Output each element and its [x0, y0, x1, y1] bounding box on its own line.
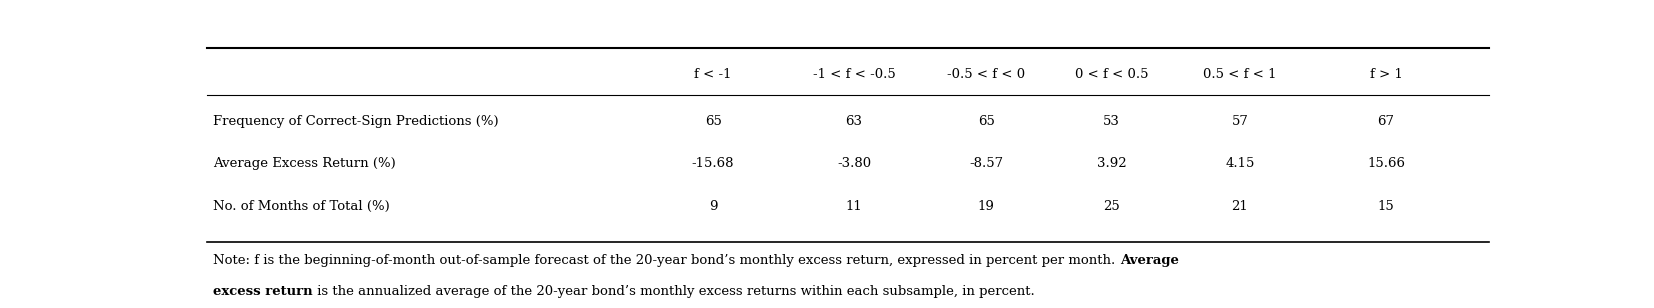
- Text: 9: 9: [710, 200, 718, 213]
- Text: 15.66: 15.66: [1368, 157, 1404, 170]
- Text: 25: 25: [1103, 200, 1120, 213]
- Text: f < -1: f < -1: [695, 68, 731, 81]
- Text: -3.80: -3.80: [837, 157, 872, 170]
- Text: Frequency of Correct-Sign Predictions (%): Frequency of Correct-Sign Predictions (%…: [213, 115, 500, 128]
- Text: -1 < f < -0.5: -1 < f < -0.5: [812, 68, 895, 81]
- Text: f > 1: f > 1: [1370, 68, 1403, 81]
- Text: 65: 65: [978, 115, 994, 128]
- Text: Average Excess Return (%): Average Excess Return (%): [213, 157, 395, 170]
- Text: 11: 11: [845, 200, 862, 213]
- Text: 57: 57: [1232, 115, 1249, 128]
- Text: -8.57: -8.57: [969, 157, 1004, 170]
- Text: 15: 15: [1378, 200, 1394, 213]
- Text: 53: 53: [1103, 115, 1120, 128]
- Text: is the annualized average of the 20-year bond’s monthly excess returns within ea: is the annualized average of the 20-year…: [313, 285, 1034, 298]
- Text: 3.92: 3.92: [1097, 157, 1126, 170]
- Text: 65: 65: [705, 115, 721, 128]
- Text: 0 < f < 0.5: 0 < f < 0.5: [1075, 68, 1148, 81]
- Text: 67: 67: [1378, 115, 1394, 128]
- Text: Note: f is the beginning-of-month out-of-sample forecast of the 20-year bond’s m: Note: f is the beginning-of-month out-of…: [213, 254, 1120, 267]
- Text: No. of Months of Total (%): No. of Months of Total (%): [213, 200, 390, 213]
- Text: -0.5 < f < 0: -0.5 < f < 0: [948, 68, 1025, 81]
- Text: excess return: excess return: [213, 285, 313, 298]
- Text: 4.15: 4.15: [1226, 157, 1255, 170]
- Text: 21: 21: [1232, 200, 1249, 213]
- Text: -15.68: -15.68: [691, 157, 734, 170]
- Text: 63: 63: [845, 115, 863, 128]
- Text: Average: Average: [1120, 254, 1179, 267]
- Text: 19: 19: [978, 200, 994, 213]
- Text: 0.5 < f < 1: 0.5 < f < 1: [1202, 68, 1277, 81]
